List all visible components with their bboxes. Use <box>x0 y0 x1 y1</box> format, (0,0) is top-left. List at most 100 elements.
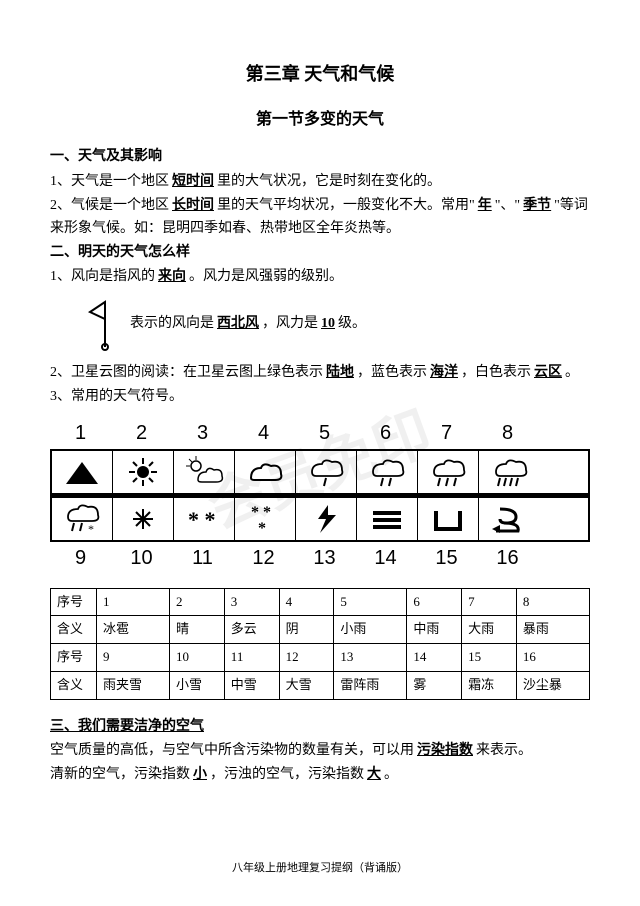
num: 9 <box>50 542 111 574</box>
s3-head: 三、我们需要洁净的空气 <box>50 716 590 738</box>
text: 级。 <box>338 316 366 331</box>
text: "、" <box>495 198 520 213</box>
cell: 9 <box>97 644 170 672</box>
num: 4 <box>233 417 294 449</box>
blank: 季节 <box>520 198 554 213</box>
cell: 冰雹 <box>97 616 170 644</box>
cell: 14 <box>407 644 462 672</box>
cell: 含义 <box>51 671 97 699</box>
chapter-title: 第三章 天气和气候 <box>50 60 590 89</box>
partly-cloudy-icon <box>174 451 235 493</box>
cell: 10 <box>170 644 225 672</box>
text: 表示的风向是 <box>130 316 214 331</box>
bottom-numbers: 9 10 11 12 13 14 15 16 <box>50 542 590 574</box>
meaning-table: 序号 1 2 3 4 5 6 7 8 含义 冰雹 晴 多云 阴 小雨 中雨 大雨… <box>50 588 590 700</box>
cell: 8 <box>516 588 589 616</box>
cell: 中雪 <box>224 671 279 699</box>
num: 5 <box>294 417 355 449</box>
storm-rain-icon <box>479 451 540 493</box>
num: 13 <box>294 542 355 574</box>
num: 2 <box>111 417 172 449</box>
light-rain-icon <box>296 451 357 493</box>
cell: 中雨 <box>407 616 462 644</box>
blank: 小 <box>190 767 210 782</box>
cell: 沙尘暴 <box>516 671 589 699</box>
icon-row-bottom: * * * * ** <box>50 496 590 542</box>
cell: 含义 <box>51 616 97 644</box>
text: 。 <box>384 767 398 782</box>
num: 1 <box>50 417 111 449</box>
svg-text:* *: * * <box>251 504 271 521</box>
cell: 大雪 <box>279 671 334 699</box>
section-title: 第一节多变的天气 <box>50 107 590 133</box>
cell: 小雨 <box>334 616 407 644</box>
s2-head: 二、明天的天气怎么样 <box>50 242 590 264</box>
svg-text:* *: * * <box>188 507 216 532</box>
cell: 12 <box>279 644 334 672</box>
s3-line2: 清新的空气，污染指数小，污浊的空气，污染指数大。 <box>50 764 590 786</box>
cell: 16 <box>516 644 589 672</box>
table-row: 含义 冰雹 晴 多云 阴 小雨 中雨 大雨 暴雨 <box>51 616 590 644</box>
text: 来表示。 <box>476 743 532 758</box>
table-row: 序号 1 2 3 4 5 6 7 8 <box>51 588 590 616</box>
cell: 2 <box>170 588 225 616</box>
flag-caption: 表示的风向是西北风，风力是10级。 <box>130 313 366 335</box>
s2-line1: 1、风向是指风的来向。风力是风强弱的级别。 <box>50 266 590 288</box>
heavy-rain-icon <box>418 451 479 493</box>
svg-text:*: * <box>258 520 266 537</box>
blank: 污染指数 <box>414 743 476 758</box>
text: 里的大气状况，它是时刻在变化的。 <box>217 174 441 189</box>
blank: 来向 <box>155 269 189 284</box>
cell: 3 <box>224 588 279 616</box>
table-row: 含义 雨夹雪 小雪 中雪 大雪 雷阵雨 雾 霜冻 沙尘暴 <box>51 671 590 699</box>
cell: 1 <box>97 588 170 616</box>
cell: 序号 <box>51 644 97 672</box>
icon-row-top <box>50 449 590 496</box>
fog-icon <box>357 498 418 540</box>
cell: 13 <box>334 644 407 672</box>
text: 1、天气是一个地区 <box>50 174 169 189</box>
cell: 阴 <box>279 616 334 644</box>
cell: 晴 <box>170 616 225 644</box>
num: 8 <box>477 417 538 449</box>
text: 2、卫星云图的阅读：在卫星云图上绿色表示 <box>50 365 323 380</box>
num: 3 <box>172 417 233 449</box>
cell: 暴雨 <box>516 616 589 644</box>
page-footer: 八年级上册地理复习提纲（背诵版） <box>0 860 640 878</box>
sandstorm-icon <box>479 498 540 540</box>
frost-icon <box>418 498 479 540</box>
cell: 多云 <box>224 616 279 644</box>
cell: 雷阵雨 <box>334 671 407 699</box>
blank: 大 <box>364 767 384 782</box>
blank: 云区 <box>531 365 565 380</box>
heavy-snow-icon: * ** <box>235 498 296 540</box>
text: ，污浊的空气，污染指数 <box>210 767 364 782</box>
svg-text:*: * <box>88 522 94 536</box>
hail-icon <box>52 451 113 493</box>
blank: 短时间 <box>169 174 217 189</box>
num: 14 <box>355 542 416 574</box>
text: ，白色表示 <box>461 365 531 380</box>
num: 11 <box>172 542 233 574</box>
cell: 6 <box>407 588 462 616</box>
cell: 15 <box>462 644 517 672</box>
blank: 10 <box>318 316 338 331</box>
blank: 年 <box>475 198 495 213</box>
text: 1、风向是指风的 <box>50 269 155 284</box>
table-row: 序号 9 10 11 12 13 14 15 16 <box>51 644 590 672</box>
cell: 5 <box>334 588 407 616</box>
top-numbers: 1 2 3 4 5 6 7 8 <box>50 417 590 449</box>
cell: 霜冻 <box>462 671 517 699</box>
num: 10 <box>111 542 172 574</box>
num: 16 <box>477 542 538 574</box>
blank: 陆地 <box>323 365 357 380</box>
s1-head: 一、天气及其影响 <box>50 146 590 168</box>
overcast-icon <box>235 451 296 493</box>
thunder-icon <box>296 498 357 540</box>
sunny-icon <box>113 451 174 493</box>
cell: 小雪 <box>170 671 225 699</box>
cell: 序号 <box>51 588 97 616</box>
moderate-snow-icon: * * <box>174 498 235 540</box>
wind-flag-icon <box>80 297 130 352</box>
text: 2、气候是一个地区 <box>50 198 169 213</box>
